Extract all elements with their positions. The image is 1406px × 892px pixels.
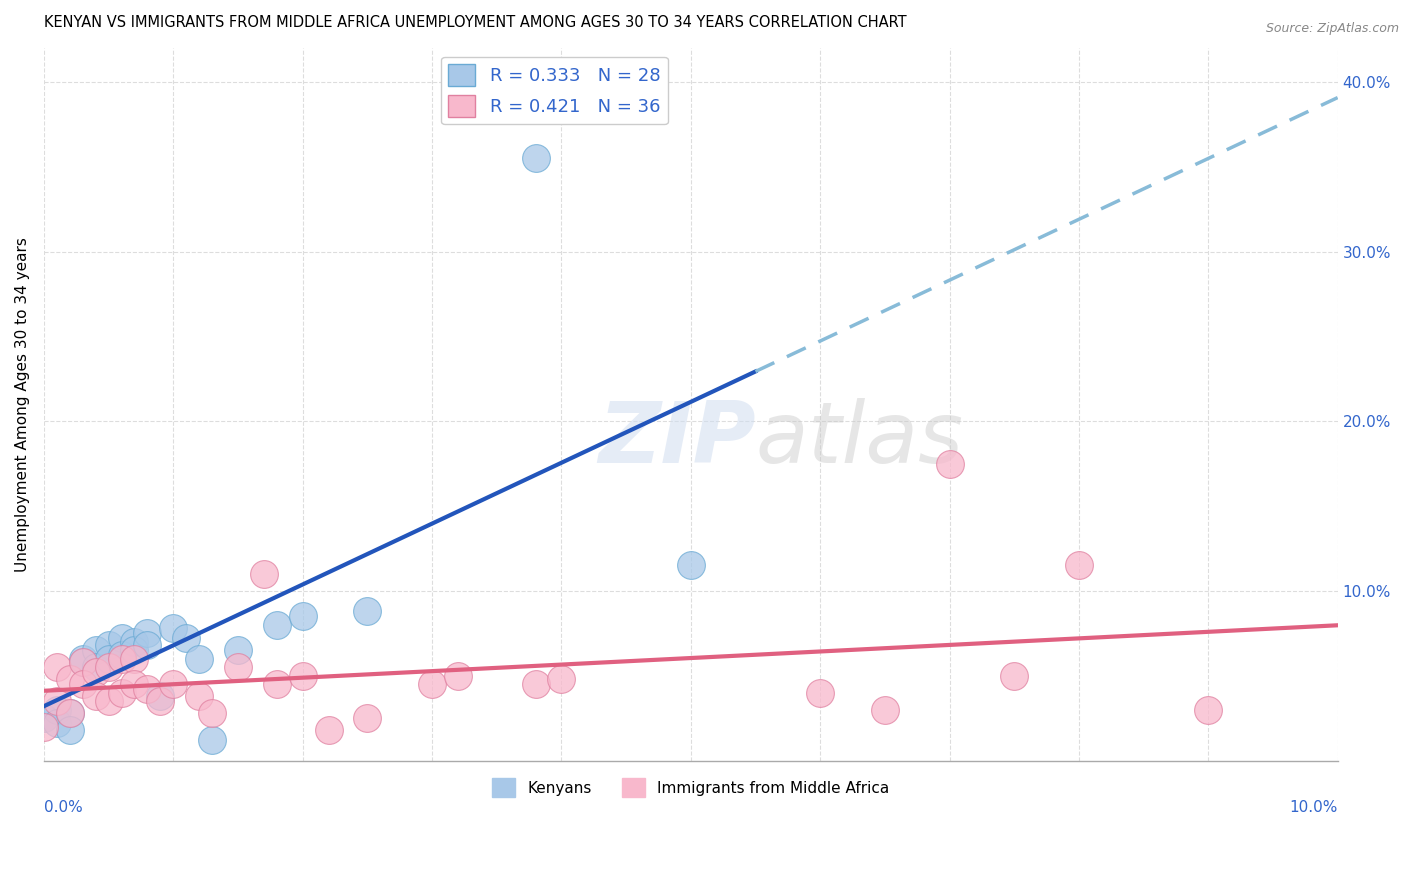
Point bbox=[72, 655, 94, 669]
Point bbox=[59, 706, 82, 720]
Point bbox=[253, 566, 276, 581]
Point bbox=[524, 677, 547, 691]
Point bbox=[84, 660, 107, 674]
Point bbox=[174, 632, 197, 646]
Point bbox=[291, 669, 314, 683]
Point bbox=[45, 694, 67, 708]
Point bbox=[84, 689, 107, 703]
Point bbox=[149, 694, 172, 708]
Point bbox=[59, 706, 82, 720]
Point bbox=[84, 665, 107, 680]
Text: 0.0%: 0.0% bbox=[44, 799, 83, 814]
Point bbox=[124, 643, 146, 657]
Point bbox=[550, 672, 572, 686]
Text: atlas: atlas bbox=[755, 399, 963, 482]
Point bbox=[136, 638, 159, 652]
Point bbox=[136, 682, 159, 697]
Point bbox=[188, 689, 211, 703]
Point bbox=[72, 677, 94, 691]
Point bbox=[45, 660, 67, 674]
Point bbox=[110, 632, 132, 646]
Point bbox=[45, 703, 67, 717]
Point bbox=[110, 652, 132, 666]
Point bbox=[136, 626, 159, 640]
Point bbox=[162, 677, 184, 691]
Point bbox=[1197, 703, 1219, 717]
Point bbox=[226, 643, 249, 657]
Point bbox=[266, 618, 288, 632]
Point bbox=[226, 660, 249, 674]
Point bbox=[1067, 558, 1090, 573]
Point bbox=[59, 672, 82, 686]
Point bbox=[356, 711, 378, 725]
Point bbox=[124, 677, 146, 691]
Text: 10.0%: 10.0% bbox=[1289, 799, 1337, 814]
Point bbox=[32, 711, 55, 725]
Point bbox=[59, 723, 82, 738]
Point bbox=[97, 694, 120, 708]
Point bbox=[356, 604, 378, 618]
Text: Source: ZipAtlas.com: Source: ZipAtlas.com bbox=[1265, 22, 1399, 36]
Point bbox=[873, 703, 896, 717]
Point bbox=[124, 635, 146, 649]
Point bbox=[32, 720, 55, 734]
Point bbox=[45, 716, 67, 731]
Point bbox=[679, 558, 702, 573]
Point bbox=[1002, 669, 1025, 683]
Point bbox=[420, 677, 443, 691]
Point bbox=[149, 689, 172, 703]
Point bbox=[162, 621, 184, 635]
Point bbox=[124, 652, 146, 666]
Point bbox=[447, 669, 470, 683]
Point bbox=[97, 652, 120, 666]
Point bbox=[188, 652, 211, 666]
Point bbox=[524, 151, 547, 165]
Point bbox=[84, 643, 107, 657]
Point bbox=[110, 686, 132, 700]
Point bbox=[201, 733, 224, 747]
Point bbox=[318, 723, 340, 738]
Point bbox=[110, 648, 132, 663]
Point bbox=[72, 652, 94, 666]
Point bbox=[266, 677, 288, 691]
Point bbox=[201, 706, 224, 720]
Legend: Kenyans, Immigrants from Middle Africa: Kenyans, Immigrants from Middle Africa bbox=[486, 772, 896, 803]
Text: KENYAN VS IMMIGRANTS FROM MIDDLE AFRICA UNEMPLOYMENT AMONG AGES 30 TO 34 YEARS C: KENYAN VS IMMIGRANTS FROM MIDDLE AFRICA … bbox=[44, 15, 907, 30]
Y-axis label: Unemployment Among Ages 30 to 34 years: Unemployment Among Ages 30 to 34 years bbox=[15, 236, 30, 572]
Point bbox=[808, 686, 831, 700]
Point bbox=[291, 609, 314, 624]
Point bbox=[97, 638, 120, 652]
Point bbox=[97, 660, 120, 674]
Text: ZIP: ZIP bbox=[598, 399, 755, 482]
Point bbox=[72, 655, 94, 669]
Point bbox=[938, 457, 960, 471]
